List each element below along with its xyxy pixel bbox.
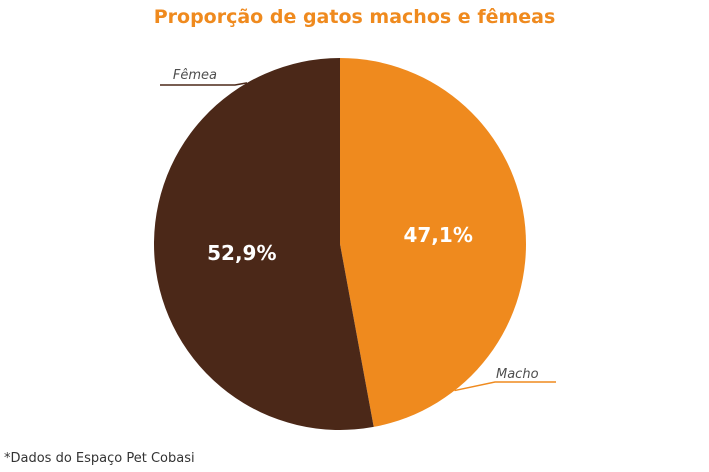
pie-value-labels: 47,1% 52,9% <box>207 223 473 265</box>
legend-label: Macho <box>496 367 539 382</box>
slice-value-label: 47,1% <box>403 223 472 247</box>
callout-line <box>454 381 556 392</box>
chart-title: Proporção de gatos machos e fêmeas <box>153 6 556 28</box>
callout-line <box>160 82 248 86</box>
pie-slice-macho <box>340 58 526 427</box>
footnote: *Dados do Espaço Pet Cobasi <box>4 451 195 466</box>
pie-callouts: Macho Fêmea <box>160 68 556 392</box>
slice-value-label: 52,9% <box>207 241 276 265</box>
legend-label: Fêmea <box>173 68 217 83</box>
pie-slice-femea <box>153 58 374 430</box>
pie-slices <box>153 58 526 430</box>
